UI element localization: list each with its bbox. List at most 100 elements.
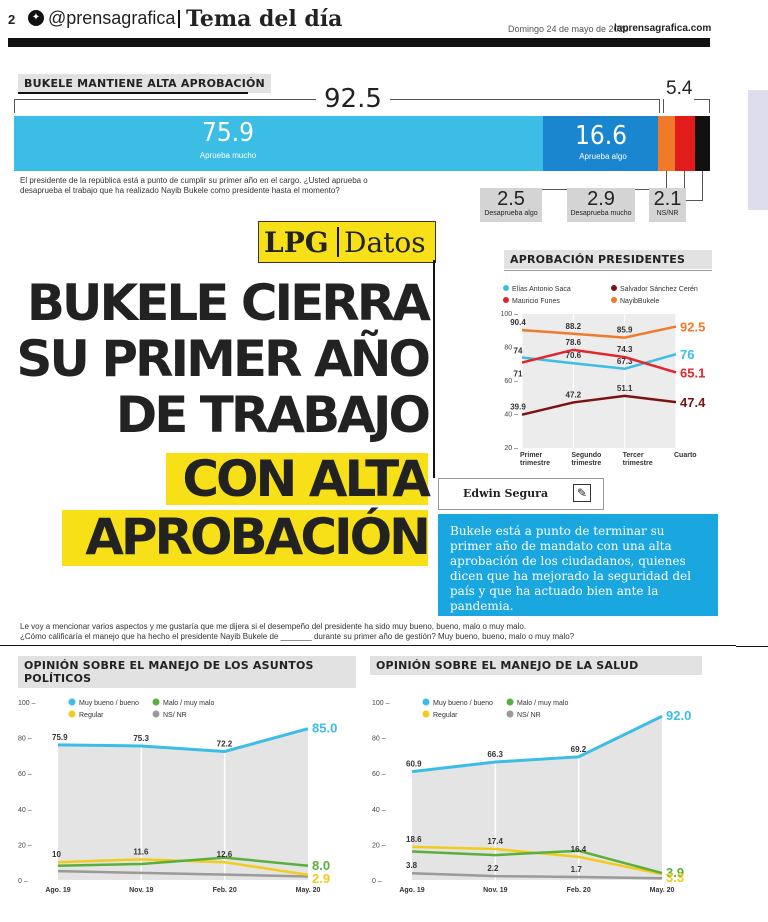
disapprove-bracket-left (663, 99, 664, 113)
data-label: 92.0 (666, 708, 691, 723)
section-underline (504, 270, 712, 271)
headline-line-2: SU PRIMER AÑO (16, 330, 431, 388)
connector (684, 171, 685, 189)
box-nsnr: 2.1 NS/NR (649, 188, 686, 222)
legend-label-2: Salvador Sánchez Cerén (620, 286, 698, 293)
data-label: 8.0 (312, 858, 330, 873)
author-name: Edwin Segura (463, 487, 549, 500)
headline-line-4: CON ALTA (182, 450, 431, 508)
data-label: 3.9 (666, 865, 684, 880)
area-fill (58, 728, 308, 880)
site-link[interactable]: laprensagrafica.com (614, 23, 712, 34)
x-tick-label: May. 20 (650, 887, 675, 894)
legend-label-3: NS/ NR (163, 712, 187, 719)
x-tick-label: trimestre (623, 460, 653, 467)
legend-marker-1 (503, 297, 509, 303)
y-tick-label: 100 – (18, 700, 36, 707)
data-label: 75.9 (52, 733, 68, 742)
data-label: 17.4 (487, 837, 503, 846)
label-nsnr: NS/NR (656, 210, 679, 217)
data-label: 90.4 (510, 318, 526, 327)
summary-box: Bukele está a punto de terminar su prime… (438, 514, 718, 616)
data-label: 2.9 (312, 871, 330, 886)
headline-vertical-rule (433, 260, 435, 478)
label-desaprueba-mucho: Desaprueba mucho (570, 210, 632, 217)
twitter-handle: @prensagrafica (48, 8, 176, 28)
box-desaprueba-algo: 2.5 Desaprueba algo (480, 188, 542, 222)
x-tick-label: Ago. 19 (45, 887, 70, 894)
legend-marker-1 (152, 698, 160, 706)
y-tick-label: 0 – (372, 878, 382, 885)
legend-label-0: Elías Antonio Saca (512, 286, 571, 293)
section-underline (18, 92, 248, 94)
y-tick-label: 60 – (372, 771, 386, 778)
presidents-line-chart: Elías Antonio Saca Mauricio Funes Salvador… (500, 285, 706, 467)
author-box: Edwin Segura ✎ (438, 478, 604, 510)
series-line-1 (57, 856, 309, 868)
opinion-question: Le voy a mencionar varios aspectos y me … (20, 622, 720, 642)
data-label: 74.3 (617, 345, 633, 354)
logo-datos: Datos (344, 226, 426, 259)
data-label: 10 (52, 850, 61, 859)
legend-label-1: Mauricio Funes (512, 298, 560, 305)
presidents-chart-title: APROBACIÓN PRESIDENTES (504, 250, 712, 269)
data-label: 60.9 (406, 760, 422, 769)
data-label: 2.2 (487, 864, 499, 873)
y-tick-label: 20 – (372, 842, 386, 849)
data-label: 72.2 (217, 739, 233, 748)
page-number: 2 (8, 12, 16, 27)
value-nsnr: 2.1 (653, 188, 682, 210)
series-line-3 (57, 869, 309, 878)
label-desaprueba-algo: Desaprueba algo (484, 210, 538, 217)
x-tick-label: Nov. 19 (483, 887, 507, 894)
legend-marker-1 (506, 698, 514, 706)
series-line-2 (521, 394, 677, 416)
legend-label-1: Malo / muy malo (517, 700, 568, 707)
publication-date: Domingo 24 de mayo de 2020 (508, 24, 629, 34)
approval-section-title: BUKELE MANTIENE ALTA APROBACIÓN (18, 74, 271, 93)
approve-bracket-left (14, 99, 15, 113)
connector (666, 171, 667, 189)
data-label: 11.6 (133, 847, 149, 856)
x-tick-label: May. 20 (296, 887, 321, 894)
summary-text: Bukele está a punto de terminar su prime… (450, 524, 691, 613)
connector (686, 200, 703, 201)
y-tick-label: 100 – (500, 311, 518, 318)
series-line-1 (411, 849, 663, 875)
y-tick-label: 40 – (18, 807, 32, 814)
data-label: 74 (514, 347, 523, 356)
headline-line-3: DE TRABAJO (115, 386, 431, 444)
header-divider (178, 10, 180, 28)
disapprove-bracket-right (709, 99, 710, 113)
data-label: 12.6 (217, 850, 233, 859)
section-rule (0, 645, 736, 646)
x-tick-label: Feb. 20 (213, 887, 237, 894)
legend-marker-3 (506, 710, 514, 718)
value-desaprueba-algo: 2.5 (497, 188, 525, 210)
y-tick-label: 20 – (18, 842, 32, 849)
y-tick-label: 80 – (18, 736, 32, 743)
approve-total: 92.5 (316, 84, 390, 114)
pencil-icon: ✎ (573, 484, 591, 502)
logo-lpg: LPG (264, 226, 329, 259)
data-label: 65.1 (680, 365, 705, 380)
y-tick-label: 80 – (372, 736, 386, 743)
data-label: 51.1 (617, 384, 633, 393)
y-tick-label: 80 – (504, 345, 518, 352)
twitter-icon: ✦ (28, 10, 44, 26)
logo-divider (337, 227, 339, 257)
health-area-chart: Ago. 19 Nov. 19 Feb. 20 May. 20 0 – 20 – 40 – 6… (372, 698, 691, 894)
legend-marker-2 (611, 285, 617, 291)
legend-label-3: NS/ NR (517, 712, 541, 719)
box-desaprueba-mucho: 2.9 Desaprueba mucho (567, 188, 635, 222)
data-label: 47.2 (566, 390, 582, 399)
adjacent-page-rule (736, 646, 768, 647)
value-aprueba-algo: 16.6 (574, 121, 628, 151)
legend-label-2: Regular (79, 712, 104, 719)
legend-marker-3 (152, 710, 160, 718)
segment-aprueba-mucho (14, 116, 543, 171)
plot-area (522, 314, 676, 448)
data-label: 39.9 (510, 403, 526, 412)
headline-highlight (62, 510, 428, 566)
legend-label-1: Malo / muy malo (163, 700, 214, 707)
